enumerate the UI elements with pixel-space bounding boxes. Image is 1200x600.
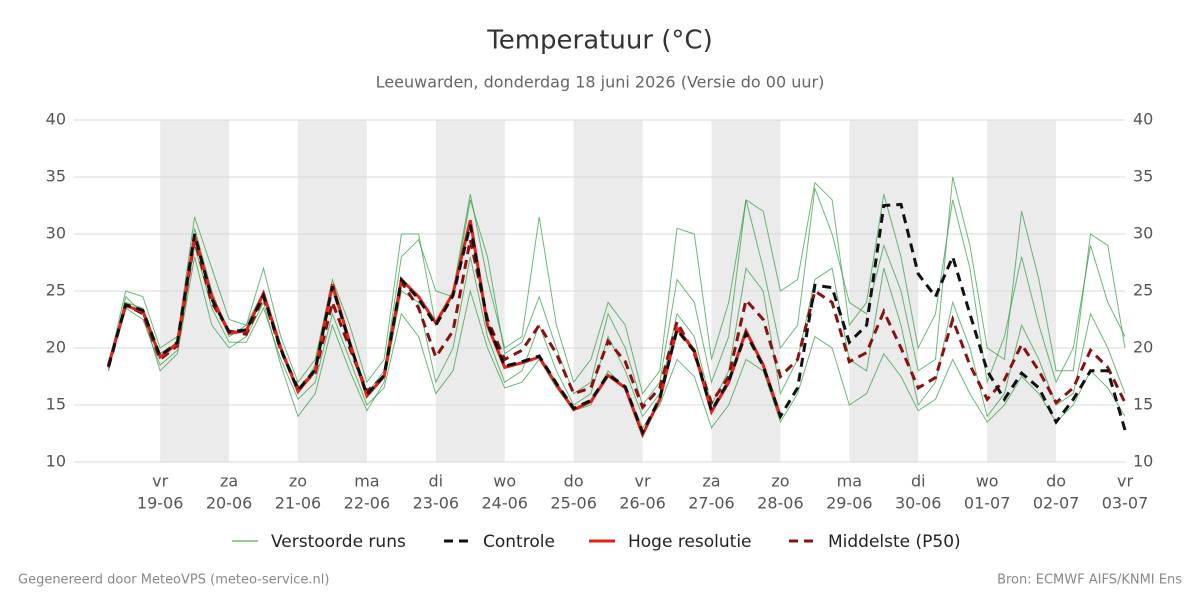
x-tick-weekday: do [1046, 472, 1066, 491]
y-tick-label: 10 [46, 452, 66, 471]
x-tick-label: 19-06 [137, 494, 184, 513]
x-tick-weekday: do [564, 472, 584, 491]
x-tick-weekday: za [220, 472, 238, 491]
x-tick-label: 29-06 [826, 494, 873, 513]
y-tick-label-right: 40 [1133, 110, 1153, 129]
x-tick-weekday: wo [493, 472, 516, 491]
x-tick-weekday: zo [289, 472, 307, 491]
x-tick-label: 25-06 [550, 494, 597, 513]
y-tick-label: 20 [46, 338, 66, 357]
y-tick-label: 35 [46, 167, 66, 186]
y-tick-label: 40 [46, 110, 66, 129]
y-tick-label-right: 35 [1133, 167, 1153, 186]
x-tick-weekday: za [702, 472, 720, 491]
series-line [107, 202, 1127, 437]
x-tick-weekday: wo [976, 472, 999, 491]
x-tick-weekday: di [911, 472, 926, 491]
legend-label: Controle [483, 532, 555, 552]
y-tick-label: 30 [46, 224, 66, 243]
chart-subtitle: Leeuwarden, donderdag 18 juni 2026 (Vers… [376, 73, 825, 92]
chart-title: Temperatuur (°C) [486, 26, 712, 56]
legend-label: Middelste (P50) [828, 532, 961, 552]
x-tick-weekday: di [429, 472, 444, 491]
x-tick-label: 24-06 [481, 494, 528, 513]
y-tick-label-right: 25 [1133, 281, 1153, 300]
legend-label: Verstoorde runs [271, 532, 406, 552]
x-tick-label: 23-06 [413, 494, 460, 513]
x-tick-label: 30-06 [895, 494, 942, 513]
y-tick-label: 15 [46, 395, 66, 414]
x-tick-label: 02-07 [1033, 494, 1080, 513]
y-tick-label-right: 15 [1133, 395, 1153, 414]
x-tick-label: 22-06 [344, 494, 391, 513]
x-tick-label: 01-07 [964, 494, 1011, 513]
x-tick-label: 20-06 [206, 494, 253, 513]
y-tick-label-right: 30 [1133, 224, 1153, 243]
x-tick-weekday: vr [635, 472, 651, 491]
x-tick-weekday: ma [837, 472, 862, 491]
y-tick-label-right: 20 [1133, 338, 1153, 357]
y-tick-label: 25 [46, 281, 66, 300]
footer-right: Bron: ECMWF AIFS/KNMI Ens [997, 573, 1182, 588]
y-tick-label-right: 10 [1133, 452, 1153, 471]
x-tick-label: 03-07 [1102, 494, 1149, 513]
x-tick-label: 27-06 [688, 494, 735, 513]
x-tick-weekday: vr [1117, 472, 1133, 491]
x-tick-weekday: ma [354, 472, 379, 491]
footer-left: Gegenereerd door MeteoVPS (meteo-service… [18, 573, 329, 588]
ensemble-line [108, 176, 1126, 395]
x-tick-weekday: vr [152, 472, 168, 491]
legend-label: Hoge resolutie [628, 532, 752, 552]
x-tick-label: 21-06 [275, 494, 322, 513]
x-tick-weekday: zo [771, 472, 789, 491]
x-tick-label: 26-06 [619, 494, 666, 513]
x-tick-label: 28-06 [757, 494, 804, 513]
